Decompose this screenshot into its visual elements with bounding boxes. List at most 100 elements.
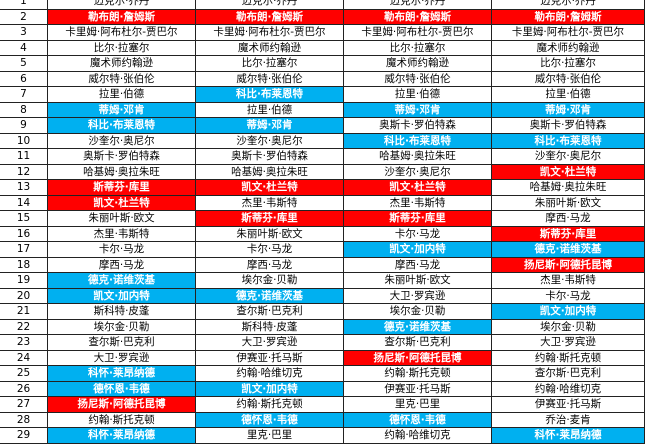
table-row: 27 扬尼斯·阿德托昆博 约翰·斯托克顿 里克·巴里 伊赛亚·托马斯 [0,397,645,413]
table-row: 19 德克·诺维茨基 埃尔金·贝勒 朱丽叶斯·欧文 杰里·韦斯特 [0,273,645,289]
player-cell: 迈克尔·乔丹 [492,0,645,10]
player-cell: 哈基姆·奥拉朱旺 [196,164,344,180]
player-cell: 伊赛亚·托马斯 [344,381,492,397]
player-cell: 斯科特·皮蓬 [48,304,196,320]
player-cell: 凯文·加内特 [48,288,196,304]
table-row: 23 查尔斯·巴克利 大卫·罗宾逊 查尔斯·巴克利 大卫·罗宾逊 [0,335,645,351]
row-number: 24 [0,350,48,366]
table-row: 21 斯科特·皮蓬 查尔斯·巴克利 埃尔金·贝勒 凯文·加内特 [0,304,645,320]
table-row: 4 比尔·拉塞尔 魔术师约翰逊 比尔·拉塞尔 魔术师约翰逊 [0,40,645,56]
row-number: 14 [0,195,48,211]
player-cell: 沙奎尔·奥尼尔 [492,149,645,165]
row-number: 27 [0,397,48,413]
player-cell: 比尔·拉塞尔 [492,56,645,72]
player-cell: 凯文·加内特 [344,242,492,258]
player-cell: 扬尼斯·阿德托昆博 [48,397,196,413]
table-row: 13 斯蒂芬·库里 凯文·杜兰特 凯文·杜兰特 哈基姆·奥拉朱旺 [0,180,645,196]
player-cell: 摩西·马龙 [48,257,196,273]
player-cell: 拉里·伯德 [48,87,196,103]
table-row: 15 朱丽叶斯·欧文 斯蒂芬·库里 斯蒂芬·库里 摩西·马龙 [0,211,645,227]
player-cell: 威尔特·张伯伦 [492,71,645,87]
player-cell: 乔治·麦肯 [492,412,645,428]
table-row: 25 科怀·莱昂纳德 约翰·哈维切克 约翰·斯托克顿 查尔斯·巴克利 [0,366,645,382]
player-cell: 斯科特·皮蓬 [196,319,344,335]
player-cell: 威尔特·张伯伦 [48,71,196,87]
player-cell: 埃尔金·贝勒 [492,319,645,335]
player-cell: 约翰·哈维切克 [196,366,344,382]
row-number: 15 [0,211,48,227]
player-cell: 科比·布莱恩特 [196,87,344,103]
row-number: 25 [0,366,48,382]
player-cell: 拉里·伯德 [492,87,645,103]
row-number: 12 [0,164,48,180]
player-cell: 大卫·罗宾逊 [48,350,196,366]
row-number: 22 [0,319,48,335]
player-cell: 德怀恩·韦德 [48,381,196,397]
player-cell: 凯文·杜兰特 [344,180,492,196]
player-cell: 杰里·韦斯特 [344,195,492,211]
player-cell: 魔术师约翰逊 [196,40,344,56]
player-cell: 大卫·罗宾逊 [492,335,645,351]
player-cell: 约翰·斯托克顿 [196,397,344,413]
player-cell: 比尔·拉塞尔 [196,56,344,72]
row-number: 19 [0,273,48,289]
player-cell: 迈克尔·乔丹 [344,0,492,10]
player-cell: 埃尔金·贝勒 [48,319,196,335]
player-cell: 德克·诺维茨基 [196,288,344,304]
row-number: 17 [0,242,48,258]
player-cell: 德怀恩·韦德 [196,412,344,428]
player-cell: 勒布朗·詹姆斯 [196,9,344,25]
player-cell: 约翰·哈维切克 [344,428,492,444]
player-cell: 科怀·莱昂纳德 [48,366,196,382]
row-number: 5 [0,56,48,72]
row-number: 20 [0,288,48,304]
player-cell: 凯文·加内特 [196,381,344,397]
player-cell: 伊赛亚·托马斯 [196,350,344,366]
player-cell: 德克·诺维茨基 [492,242,645,258]
player-cell: 查尔斯·巴克利 [492,366,645,382]
player-cell: 杰里·韦斯特 [196,195,344,211]
player-cell: 查尔斯·巴克利 [48,335,196,351]
player-cell: 里克·巴里 [344,397,492,413]
table-row: 29 科怀·莱昂纳德 里克·巴里 约翰·哈维切克 科怀·莱昂纳德 [0,428,645,444]
player-cell: 勒布朗·詹姆斯 [48,9,196,25]
player-cell: 德克·诺维茨基 [344,319,492,335]
player-cell: 摩西·马龙 [492,211,645,227]
player-cell: 沙奎尔·奥尼尔 [48,133,196,149]
table-row: 14 凯文·杜兰特 杰里·韦斯特 杰里·韦斯特 朱丽叶斯·欧文 [0,195,645,211]
player-cell: 魔术师约翰逊 [492,40,645,56]
player-cell: 沙奎尔·奥尼尔 [196,133,344,149]
player-cell: 蒂姆·邓肯 [344,102,492,118]
row-number: 26 [0,381,48,397]
row-number: 29 [0,428,48,444]
table-row: 20 凯文·加内特 德克·诺维茨基 大卫·罗宾逊 卡尔·马龙 [0,288,645,304]
player-cell: 德克·诺维茨基 [48,273,196,289]
player-cell: 魔术师约翰逊 [48,56,196,72]
player-cell: 奥斯卡·罗伯特森 [48,149,196,165]
player-cell: 约翰·斯托克顿 [48,412,196,428]
table-row: 16 杰里·韦斯特 朱丽叶斯·欧文 卡尔·马龙 斯蒂芬·库里 [0,226,645,242]
player-cell: 哈基姆·奥拉朱旺 [48,164,196,180]
player-cell: 约翰·哈维切克 [492,381,645,397]
table-row: 28 约翰·斯托克顿 德怀恩·韦德 德怀恩·韦德 乔治·麦肯 [0,412,645,428]
table-row: 8 蒂姆·邓肯 拉里·伯德 蒂姆·邓肯 蒂姆·邓肯 [0,102,645,118]
player-cell: 威尔特·张伯伦 [196,71,344,87]
row-number: 16 [0,226,48,242]
player-cell: 大卫·罗宾逊 [344,288,492,304]
player-cell: 伊赛亚·托马斯 [492,397,645,413]
player-cell: 凯文·杜兰特 [492,164,645,180]
table-row: 12 哈基姆·奥拉朱旺 哈基姆·奥拉朱旺 沙奎尔·奥尼尔 凯文·杜兰特 [0,164,645,180]
player-cell: 蒂姆·邓肯 [196,118,344,134]
table-row: 26 德怀恩·韦德 凯文·加内特 伊赛亚·托马斯 约翰·哈维切克 [0,381,645,397]
player-cell: 摩西·马龙 [344,257,492,273]
player-cell: 威尔特·张伯伦 [344,71,492,87]
player-cell: 埃尔金·贝勒 [196,273,344,289]
player-cell: 勒布朗·詹姆斯 [344,9,492,25]
player-cell: 卡里姆·阿布杜尔-贾巴尔 [492,25,645,41]
player-cell: 勒布朗·詹姆斯 [492,9,645,25]
player-cell: 拉里·伯德 [196,102,344,118]
player-cell: 奥斯卡·罗伯特森 [196,149,344,165]
player-cell: 比尔·拉塞尔 [48,40,196,56]
player-cell: 卡尔·马龙 [48,242,196,258]
row-number: 1 [0,0,48,10]
